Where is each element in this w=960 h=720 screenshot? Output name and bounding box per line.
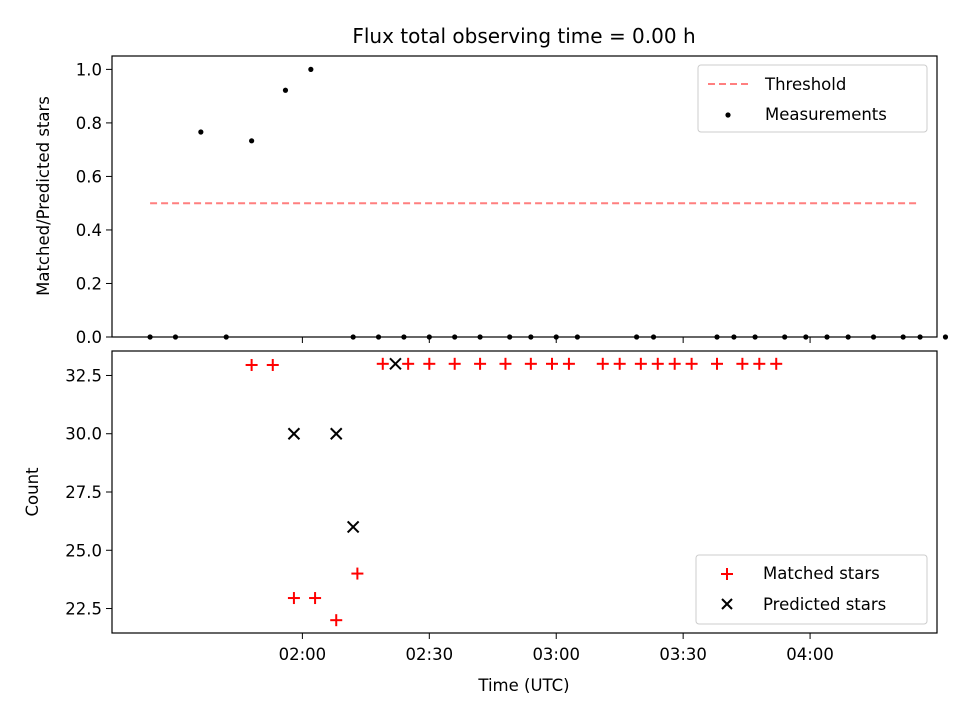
top-y-tick-label: 0.2 bbox=[76, 274, 102, 293]
matched-star-point bbox=[634, 357, 647, 370]
top-y-tick-label: 0.6 bbox=[76, 167, 102, 186]
top-y-axis-label: Matched/Predicted stars bbox=[34, 96, 53, 296]
top-legend-box bbox=[697, 64, 928, 133]
matched-star-point bbox=[266, 358, 279, 371]
matched-star-point bbox=[711, 357, 723, 370]
matched-star-point bbox=[546, 357, 558, 370]
top-axes-frame bbox=[111, 55, 938, 338]
bottom-y-tick-label: 22.5 bbox=[65, 600, 102, 619]
matched-star-point bbox=[351, 567, 364, 580]
predicted-star-point bbox=[330, 427, 343, 440]
measurement-point bbox=[282, 87, 289, 93]
matched-star-point bbox=[402, 357, 415, 370]
matched-stars-legend-label: Matched stars bbox=[763, 564, 880, 583]
bottom-y-tick-label: 32.5 bbox=[65, 366, 102, 385]
bottom-y-tick-label: 30.0 bbox=[65, 425, 102, 444]
bottom-x-tick-label: 03:30 bbox=[659, 645, 707, 664]
matched-star-point bbox=[330, 614, 343, 627]
matched-star-point bbox=[448, 357, 461, 370]
matched-star-point bbox=[770, 357, 783, 370]
top-y-tick-label: 0.4 bbox=[76, 221, 102, 240]
top-panel: 0.0 0.2 0.4 0.6 0.8 1.0 Matched/Predicted sta… bbox=[34, 55, 949, 347]
matched-star-point bbox=[499, 357, 512, 370]
measurements-legend-label: Measurements bbox=[765, 105, 887, 124]
chart-title: Flux total observing time = 0.00 h bbox=[352, 24, 695, 48]
measurement-point bbox=[249, 138, 255, 144]
matched-star-point bbox=[474, 357, 487, 370]
matched-star-point bbox=[613, 357, 626, 370]
measurement-point bbox=[308, 66, 314, 72]
bottom-panel: 22.5 25.0 27.5 30.0 32.5 02:00 02:30 03:00 03:30… bbox=[23, 350, 938, 695]
matched-star-point bbox=[753, 357, 766, 370]
matched-star-point bbox=[736, 357, 749, 370]
top-legend: Threshold Measurements bbox=[697, 64, 928, 133]
bottom-legend: Matched stars Predicted stars bbox=[695, 554, 928, 625]
bottom-x-tick-label: 03:00 bbox=[532, 645, 580, 664]
matched-star-point bbox=[685, 357, 698, 370]
matched-star-point bbox=[524, 357, 537, 370]
x-axis-label: Time (UTC) bbox=[477, 676, 569, 695]
bottom-x-tick-label: 02:00 bbox=[279, 645, 327, 664]
matched-star-point bbox=[287, 592, 300, 605]
matched-star-point bbox=[596, 357, 609, 370]
matched-star-point bbox=[309, 592, 322, 605]
top-y-tick-label: 0.8 bbox=[76, 114, 102, 133]
matched-star-point bbox=[651, 357, 664, 370]
measurements-legend-marker bbox=[725, 112, 731, 118]
predicted-stars-legend-label: Predicted stars bbox=[763, 595, 886, 614]
bottom-legend-box bbox=[695, 554, 928, 625]
bottom-y-axis-label: Count bbox=[23, 467, 42, 517]
threshold-legend-label: Threshold bbox=[764, 75, 846, 94]
matched-star-point bbox=[376, 357, 389, 370]
measurement-point bbox=[198, 129, 204, 135]
measurement-point bbox=[942, 334, 949, 340]
predicted-star-point bbox=[287, 427, 301, 440]
predicted-star-point bbox=[389, 357, 402, 371]
bottom-x-tick-label: 02:30 bbox=[406, 645, 454, 664]
bottom-y-tick-label: 25.0 bbox=[65, 541, 102, 560]
matched-stars-legend-marker bbox=[721, 568, 733, 580]
top-y-tick-label: 0.0 bbox=[76, 328, 102, 347]
bottom-x-tick-label: 04:00 bbox=[786, 645, 834, 664]
matched-star-point bbox=[245, 358, 258, 371]
predicted-star-point bbox=[346, 520, 360, 534]
matched-star-point bbox=[668, 357, 681, 370]
predicted-stars-legend-marker bbox=[721, 598, 733, 610]
top-y-tick-label: 1.0 bbox=[76, 60, 102, 79]
matched-star-point bbox=[562, 357, 575, 370]
bottom-y-tick-label: 27.5 bbox=[65, 483, 102, 502]
matched-star-point bbox=[423, 357, 436, 370]
